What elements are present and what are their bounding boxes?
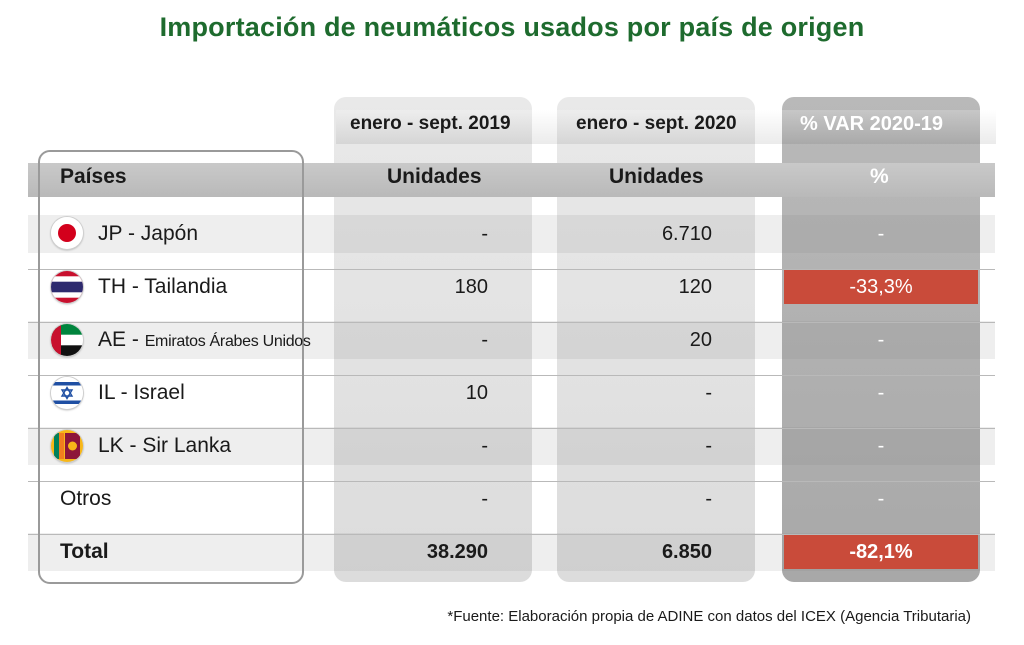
- units-2020-cell: 120: [678, 276, 712, 298]
- country-label: TH - Tailandia: [98, 275, 228, 298]
- units-2020-cell: -: [705, 435, 712, 457]
- units-2019-cell: -: [481, 329, 488, 351]
- header-variation: % VAR 2020-19: [800, 113, 944, 135]
- country-label: Otros: [60, 487, 112, 510]
- chart-title: Importación de neumáticos usados por paí…: [159, 12, 865, 42]
- header-units-2020: Unidades: [609, 165, 704, 188]
- units-2019-cell: -: [481, 435, 488, 457]
- total-2019-cell: 38.290: [426, 541, 488, 563]
- row-divider: [28, 481, 995, 482]
- country-code: AE -: [98, 328, 145, 351]
- header-countries: Países: [60, 165, 127, 188]
- row-divider: [28, 534, 995, 535]
- units-2020-cell: 6.710: [661, 223, 712, 245]
- country-label: IL - Israel: [98, 381, 185, 404]
- variation-cell: -: [877, 435, 885, 457]
- total-2020-cell: 6.850: [661, 541, 712, 563]
- header-period-2019: enero - sept. 2019: [350, 113, 511, 134]
- country-label: AE - Emiratos Árabes Unidos: [98, 325, 311, 357]
- header-period-2020: enero - sept. 2020: [576, 113, 737, 134]
- country-name: Emiratos Árabes Unidos: [144, 333, 311, 350]
- variation-highlight: [784, 270, 978, 304]
- units-2019-cell: 10: [465, 382, 488, 404]
- total-variation-cell: -82,1%: [849, 541, 913, 563]
- row-divider: [28, 269, 995, 270]
- total-label: Total: [60, 540, 109, 563]
- units-2019-cell: -: [481, 488, 488, 510]
- header-units-2019: Unidades: [387, 165, 482, 188]
- variation-cell: -: [877, 382, 885, 404]
- il-flag-icon: [51, 377, 83, 409]
- jp-flag-icon: [51, 217, 83, 249]
- units-header-band: [28, 163, 995, 197]
- row-stripe: [28, 215, 995, 253]
- variation-cell: -: [877, 223, 885, 245]
- country-label: LK - Sir Lanka: [98, 434, 232, 457]
- units-2020-cell: -: [705, 488, 712, 510]
- variation-cell: -33,3%: [849, 276, 913, 298]
- total-variation-highlight: [784, 535, 978, 569]
- units-2020-cell: 20: [689, 329, 712, 351]
- countries-column-frame: [38, 150, 304, 584]
- row-divider: [28, 428, 995, 429]
- units-2019-cell: 180: [454, 276, 488, 298]
- row-divider: [28, 322, 995, 323]
- header-percent: %: [870, 165, 889, 188]
- variation-cell: -: [877, 488, 885, 510]
- row-divider: [28, 375, 995, 376]
- lk-flag-icon: [51, 430, 83, 462]
- th-flag-icon: [51, 271, 83, 303]
- units-2020-cell: -: [705, 382, 712, 404]
- ae-flag-icon: [51, 324, 83, 356]
- country-label: JP - Japón: [98, 222, 199, 245]
- variation-cell: -: [877, 329, 885, 351]
- source-note: *Fuente: Elaboración propia de ADINE con…: [447, 608, 971, 625]
- units-2019-cell: -: [481, 223, 488, 245]
- row-stripe: [28, 427, 995, 465]
- period-header-band: [336, 110, 996, 144]
- row-stripe: [28, 321, 995, 359]
